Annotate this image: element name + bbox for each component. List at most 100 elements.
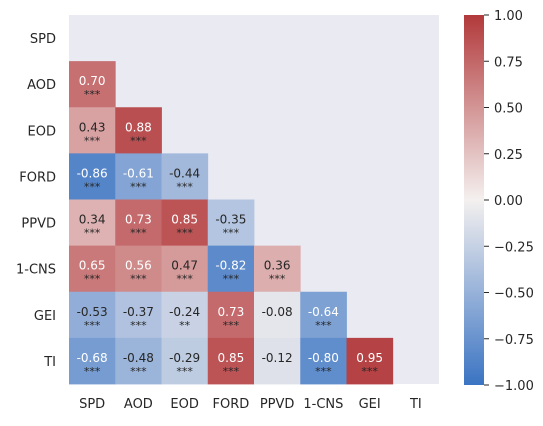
cell-significance-label: *** xyxy=(84,319,101,332)
y-tick-label: PPVD xyxy=(21,217,56,232)
y-tick-label: TI xyxy=(43,355,56,370)
y-tick-label: AOD xyxy=(27,78,56,93)
colorbar-tick-label: 0.75 xyxy=(494,55,523,70)
heatmap-cell xyxy=(69,153,116,200)
cell-value-label: -0.35 xyxy=(215,213,246,227)
cell-significance-label: *** xyxy=(130,319,147,332)
cell-value-label: 0.85 xyxy=(171,213,198,227)
heatmap-cell xyxy=(161,245,209,293)
cell-value-label: -0.68 xyxy=(77,351,108,365)
cell-value-label: 0.73 xyxy=(218,305,245,319)
x-tick-label: PPVD xyxy=(260,397,295,412)
cell-significance-label: *** xyxy=(176,273,193,286)
colorbar-tick-label: 0.25 xyxy=(494,148,523,163)
colorbar-tick-label: −0.50 xyxy=(494,287,534,302)
cell-value-label: -0.82 xyxy=(215,259,246,273)
cell-significance-label: *** xyxy=(130,227,147,240)
cell-significance-label: ** xyxy=(179,319,191,332)
y-tick-label: GEI xyxy=(34,309,56,324)
heatmap-cell xyxy=(207,245,255,293)
heatmap-cell xyxy=(115,199,162,247)
heatmap-cell xyxy=(254,245,301,293)
cell-significance-label: *** xyxy=(223,273,240,286)
cell-value-label: 0.73 xyxy=(125,213,152,227)
cell-value-label: 0.36 xyxy=(264,259,291,273)
cell-value-label: 0.47 xyxy=(171,259,198,273)
heatmap-cell xyxy=(69,199,116,247)
heatmap-cell xyxy=(300,337,347,385)
cell-value-label: -0.48 xyxy=(123,351,154,365)
x-tick-label: SPD xyxy=(79,397,105,412)
cell-value-label: -0.37 xyxy=(123,305,154,319)
cell-significance-label: *** xyxy=(130,180,147,193)
cell-significance-label: *** xyxy=(84,88,101,101)
cell-significance-label: *** xyxy=(84,134,101,147)
heatmap-cell xyxy=(69,337,116,385)
colorbar-tick-label: 1.00 xyxy=(494,9,523,24)
heatmap-cell xyxy=(161,337,209,385)
cell-significance-label: *** xyxy=(223,319,240,332)
heatmap-cell xyxy=(161,153,209,200)
heatmap-cell xyxy=(346,337,394,385)
colorbar-tick-label: −1.00 xyxy=(494,379,534,394)
cell-significance-label: *** xyxy=(315,365,332,378)
colorbar-tick-label: −0.25 xyxy=(494,240,534,255)
x-tick-label: TI xyxy=(409,397,422,412)
heatmap-cell xyxy=(254,337,301,385)
cell-value-label: -0.44 xyxy=(169,166,200,180)
heatmap-cell xyxy=(69,61,116,108)
y-tick-label: 1-CNS xyxy=(16,263,56,278)
x-tick-label: EOD xyxy=(170,397,198,412)
colorbar-tick-label: 0.50 xyxy=(494,102,523,117)
cell-value-label: -0.08 xyxy=(262,305,293,319)
cell-significance-label: *** xyxy=(315,319,332,332)
heatmap-cell xyxy=(69,107,116,154)
cell-value-label: 0.88 xyxy=(125,120,152,134)
y-tick-label: EOD xyxy=(28,124,56,139)
x-tick-label: AOD xyxy=(124,397,153,412)
cell-value-label: 0.56 xyxy=(125,259,152,273)
x-tick-label: 1-CNS xyxy=(303,397,343,412)
heatmap-cell xyxy=(69,291,116,339)
cell-value-label: -0.64 xyxy=(308,305,339,319)
cell-significance-label: *** xyxy=(130,365,147,378)
heatmap-cell xyxy=(161,199,209,247)
cell-significance-label: *** xyxy=(130,134,147,147)
heatmap-cell xyxy=(254,291,301,339)
cell-significance-label: *** xyxy=(269,273,286,286)
cell-value-label: -0.80 xyxy=(308,351,339,365)
heatmap-cell xyxy=(207,337,255,385)
cell-value-label: 0.85 xyxy=(218,351,245,365)
cell-significance-label: *** xyxy=(176,365,193,378)
heatmap-cell xyxy=(300,291,347,339)
heatmap-cell xyxy=(115,153,162,200)
cell-significance-label: *** xyxy=(84,180,101,193)
heatmap-cell xyxy=(115,107,162,154)
cell-value-label: 0.70 xyxy=(79,74,106,88)
cell-value-label: -0.61 xyxy=(123,166,154,180)
heatmap-cell xyxy=(115,337,162,385)
heatmap-cell xyxy=(115,291,162,339)
cell-significance-label: *** xyxy=(223,365,240,378)
heatmap-cell xyxy=(161,291,209,339)
cell-value-label: -0.12 xyxy=(262,351,293,365)
heatmap-cell xyxy=(69,245,116,293)
cell-value-label: 0.34 xyxy=(79,213,106,227)
cell-value-label: 0.43 xyxy=(79,120,106,134)
cell-significance-label: *** xyxy=(176,180,193,193)
y-tick-label: FORD xyxy=(19,170,56,185)
heatmap-cell xyxy=(207,199,255,247)
cell-value-label: -0.53 xyxy=(77,305,108,319)
cell-value-label: -0.29 xyxy=(169,351,200,365)
cell-significance-label: *** xyxy=(223,227,240,240)
cell-value-label: -0.86 xyxy=(77,166,108,180)
y-tick-label: SPD xyxy=(30,32,56,47)
heatmap-cell xyxy=(115,245,162,293)
colorbar-tick-label: −0.75 xyxy=(494,333,534,348)
x-tick-label: FORD xyxy=(212,397,249,412)
cell-value-label: 0.95 xyxy=(356,351,383,365)
cell-significance-label: *** xyxy=(130,273,147,286)
heatmap-cell xyxy=(207,291,255,339)
